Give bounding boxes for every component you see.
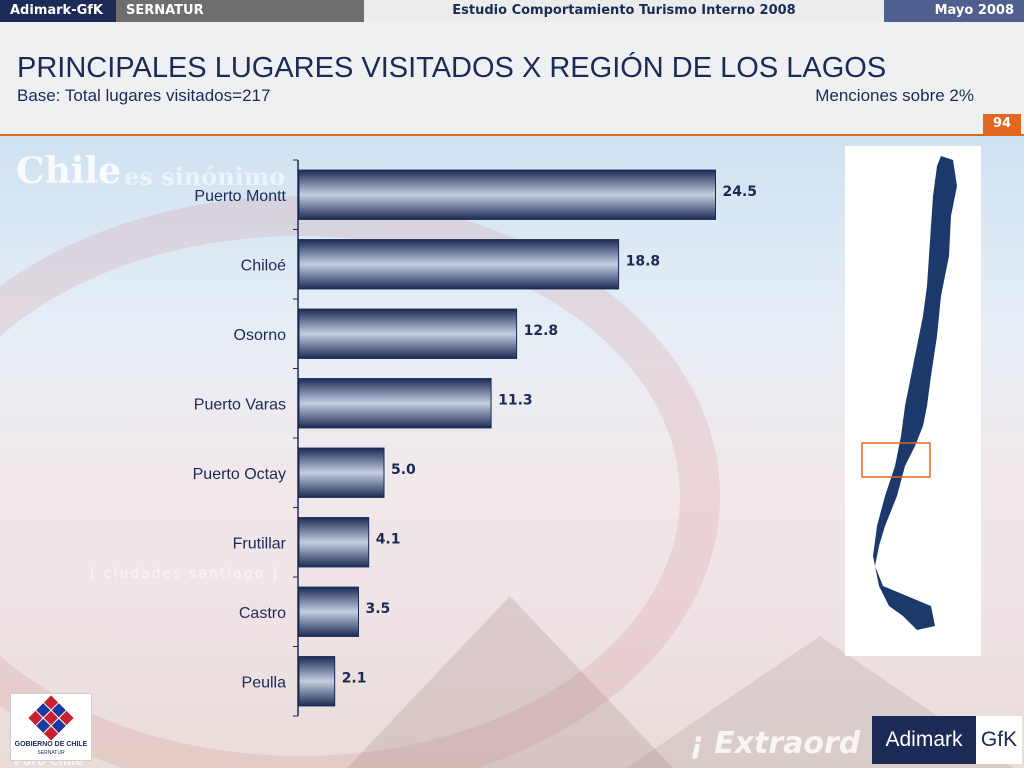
- gov-logo-text: GOBIERNO DE CHILE: [14, 741, 88, 748]
- category-label: Castro: [239, 605, 286, 622]
- value-label: 12.8: [524, 323, 559, 339]
- bar-6: [298, 586, 359, 637]
- bar-chart: Puerto Montt 24.5 Chiloé 18.8 Osorno 12.8 Puer…: [193, 159, 757, 717]
- bar-4: [298, 447, 385, 498]
- bar-3: [298, 378, 492, 429]
- chart-bars: [298, 169, 716, 707]
- value-label: 2.1: [342, 670, 367, 686]
- bar-1: [298, 239, 620, 290]
- client-label: SERNATUR: [116, 0, 364, 22]
- date-label: Mayo 2008: [884, 0, 1024, 22]
- page-title: PRINCIPALES LUGARES VISITADOS X REGIÓN D…: [17, 52, 887, 84]
- page-number-badge: 94: [983, 114, 1021, 134]
- adimark-gfk-logo: Adimark GfK: [872, 716, 1022, 764]
- gov-logo-subtext: SERNATUR: [37, 750, 65, 756]
- adimark-logo-text: Adimark: [872, 716, 976, 764]
- category-label: Osorno: [234, 327, 287, 344]
- value-label: 24.5: [723, 184, 758, 200]
- category-label: Peulla: [242, 674, 287, 691]
- bar-0: [298, 169, 716, 220]
- category-label: Chiloé: [241, 257, 286, 274]
- value-label: 5.0: [391, 462, 416, 478]
- category-label: Puerto Octay: [193, 466, 286, 483]
- brand-label: Adimark-GfK: [0, 0, 116, 22]
- category-label: Puerto Varas: [194, 396, 286, 413]
- gobierno-de-chile-logo: GOBIERNO DE CHILE SERNATUR: [10, 693, 92, 761]
- background-slogan: Chile: [16, 150, 122, 192]
- mentions-note: Menciones sobre 2%: [815, 86, 974, 105]
- chile-map-panel: [845, 146, 981, 656]
- value-label: 4.1: [376, 531, 401, 547]
- chile-map-icon: [861, 156, 957, 630]
- study-label: Estudio Comportamiento Turismo Interno 2…: [364, 0, 884, 22]
- top-bar: Adimark-GfK SERNATUR Estudio Comportamie…: [0, 0, 1024, 22]
- category-label: Puerto Montt: [194, 188, 286, 205]
- value-label: 11.3: [498, 392, 533, 408]
- background-exclamation: ¡ Extraord: [690, 726, 861, 761]
- gov-logo-icon: [28, 695, 74, 741]
- background-slogan-secondary: es sinónimo: [124, 162, 286, 191]
- region-highlight-box: [861, 442, 931, 478]
- category-label: Frutillar: [233, 535, 287, 552]
- mountain-decoration: [330, 596, 690, 768]
- value-label: 18.8: [626, 253, 661, 269]
- bar-2: [298, 308, 518, 359]
- value-label: 3.5: [366, 601, 391, 617]
- gfk-logo-text: GfK: [976, 716, 1022, 764]
- bar-5: [298, 517, 370, 568]
- slide-header: PRINCIPALES LUGARES VISITADOS X REGIÓN D…: [0, 22, 1024, 136]
- bar-7: [298, 656, 336, 707]
- chart-axis: [293, 159, 299, 717]
- background-caption: [ ciudades santiago ]: [90, 566, 280, 582]
- chart-labels: Puerto Montt 24.5 Chiloé 18.8 Osorno 12.8 Puer…: [193, 184, 757, 692]
- base-subtitle: Base: Total lugares visitados=217: [17, 86, 271, 105]
